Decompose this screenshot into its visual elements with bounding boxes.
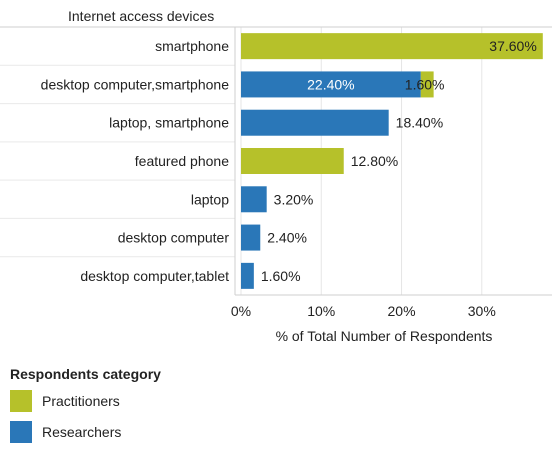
category-label: laptop, smartphone: [109, 115, 229, 131]
bar-researchers: [241, 262, 254, 289]
bar-practitioners: [420, 71, 434, 98]
category-label: featured phone: [135, 153, 229, 169]
data-label: 37.60%: [489, 38, 536, 54]
category-label: desktop computer: [118, 230, 230, 246]
data-label: 1.60%: [261, 268, 301, 284]
data-label: 3.20%: [274, 191, 314, 207]
data-label: 22.40%: [307, 76, 354, 92]
bar-researchers: [241, 109, 389, 136]
data-label: 1.60%: [405, 76, 445, 92]
legend-item-researchers[interactable]: Researchers: [10, 421, 161, 443]
legend: Respondents category Practitioners Resea…: [10, 366, 161, 452]
category-label: desktop computer,tablet: [80, 268, 229, 284]
legend-swatch-researchers: [10, 421, 32, 443]
data-label: 2.40%: [267, 230, 307, 246]
legend-item-practitioners[interactable]: Practitioners: [10, 390, 161, 412]
legend-title: Respondents category: [10, 366, 161, 382]
category-label: smartphone: [155, 38, 229, 54]
bar-researchers: [241, 224, 261, 251]
bar-researchers: [241, 186, 267, 213]
x-tick-label: 30%: [468, 303, 496, 319]
category-label: laptop: [191, 191, 229, 207]
bar-researchers: [241, 71, 421, 98]
bars: [241, 33, 543, 289]
bar-chart: Internet access devices 0% 10% 20% 30% smart…: [0, 8, 552, 344]
x-tick-label: 0%: [231, 303, 251, 319]
data-label: 18.40%: [396, 115, 443, 131]
legend-label-researchers: Researchers: [42, 424, 122, 440]
legend-swatch-practitioners: [10, 390, 32, 412]
axes: [0, 26, 552, 296]
legend-label-practitioners: Practitioners: [42, 393, 120, 409]
x-axis-label: % of Total Number of Respondents: [276, 328, 493, 344]
x-tick-label: 20%: [388, 303, 416, 319]
bar-practitioners: [241, 148, 344, 174]
x-tick-label: 10%: [307, 303, 335, 319]
category-label: desktop computer,smartphone: [41, 76, 230, 92]
labels: 0% 10% 20% 30% smartphone 37.60% desktop compu…: [41, 38, 537, 319]
bar-practitioners: [241, 33, 543, 60]
data-label: 12.80%: [351, 153, 398, 169]
chart-title: Internet access devices: [68, 8, 214, 24]
grid-lines: [0, 27, 483, 295]
